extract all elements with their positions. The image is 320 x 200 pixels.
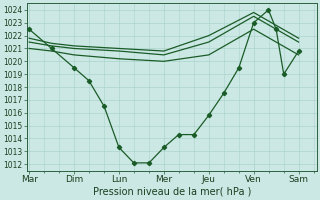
X-axis label: Pression niveau de la mer( hPa ): Pression niveau de la mer( hPa ) — [92, 187, 251, 197]
